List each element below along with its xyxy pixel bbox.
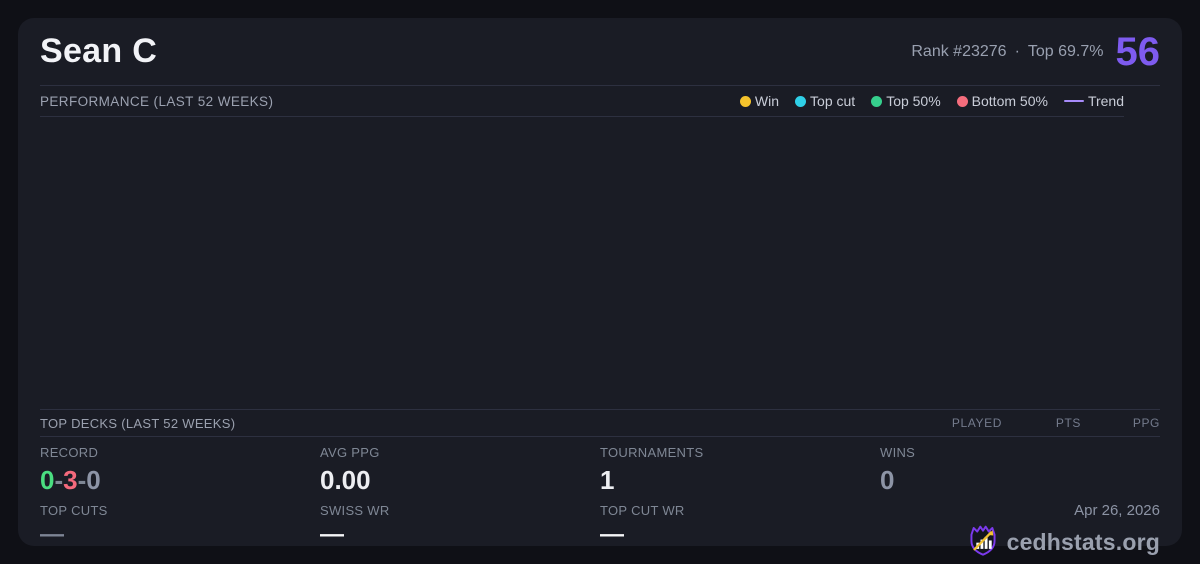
legend-item-bottom-50: Bottom 50%	[956, 93, 1048, 109]
record-separator: -	[77, 465, 87, 495]
swiss-wr-label: SWISS WR	[320, 503, 390, 518]
column-header-played: PLAYED	[951, 416, 1002, 430]
top-cut-wr-label: TOP CUT WR	[600, 503, 685, 518]
wins-value: 0	[880, 465, 895, 495]
top-cut-dot-icon	[795, 95, 807, 107]
legend-label-trend: Trend	[1087, 93, 1124, 109]
stat-record: RECORD 0-3-0	[40, 445, 320, 495]
card-header: Sean C Rank #23276 · Top 69.7% 56	[40, 18, 1160, 86]
tournaments-value: 1	[600, 465, 615, 495]
top-decks-column-headers: PLAYED PTS PPG	[923, 416, 1160, 430]
record-label: RECORD	[40, 445, 99, 460]
avg-ppg-label: AVG PPG	[320, 445, 380, 460]
column-header-pts: PTS	[1055, 416, 1081, 430]
legend-item-trend: Trend	[1063, 93, 1124, 109]
branding-block: Apr 26, 2026 cedhstats.org	[880, 495, 1160, 562]
performance-section-header: PERFORMANCE (LAST 52 WEEKS) Win Top cut …	[40, 86, 1124, 117]
win-dot-icon	[739, 95, 751, 107]
top-cuts-value: —	[40, 521, 64, 548]
performance-chart	[40, 117, 1160, 409]
chart-legend: Win Top cut Top 50% Bottom 50% Trend	[739, 93, 1124, 109]
stat-top-cut-wr: TOP CUT WR —	[600, 495, 880, 562]
stats-summary: RECORD 0-3-0 AVG PPG 0.00 TOURNAMENTS 1 …	[40, 437, 1160, 562]
stat-top-cuts: TOP CUTS —	[40, 495, 320, 562]
brand-link[interactable]: cedhstats.org	[880, 523, 1160, 562]
stat-avg-ppg: AVG PPG 0.00	[320, 445, 600, 495]
swiss-wr-value: —	[320, 521, 344, 548]
record-losses: 3	[63, 465, 78, 495]
top-50-dot-icon	[871, 95, 883, 107]
record-wins: 0	[40, 465, 55, 495]
rank-line: Rank #23276 · Top 69.7%	[911, 43, 1103, 61]
player-name: Sean C	[40, 32, 158, 70]
rank-dot-separator: ·	[1014, 42, 1020, 60]
avg-ppg-value: 0.00	[320, 465, 371, 495]
legend-item-top-50: Top 50%	[871, 93, 941, 109]
performance-section-title: PERFORMANCE (LAST 52 WEEKS)	[40, 93, 274, 109]
top-cut-wr-value: —	[600, 521, 624, 548]
rank-text: Rank #23276	[911, 42, 1007, 60]
stat-swiss-wr: SWISS WR —	[320, 495, 600, 562]
stat-wins: WINS 0	[880, 445, 1160, 495]
tournaments-label: TOURNAMENTS	[600, 445, 704, 460]
legend-label-top-50: Top 50%	[886, 93, 941, 109]
record-draws: 0	[86, 465, 101, 495]
stat-tournaments: TOURNAMENTS 1	[600, 445, 880, 495]
top-decks-section-header: TOP DECKS (LAST 52 WEEKS) PLAYED PTS PPG	[40, 409, 1160, 437]
card-date: Apr 26, 2026	[1074, 502, 1160, 519]
legend-item-top-cut: Top cut	[795, 93, 855, 109]
bottom-50-dot-icon	[956, 95, 968, 107]
wins-label: WINS	[880, 445, 916, 460]
record-value: 0-3-0	[40, 465, 320, 495]
cedhstats-logo-icon	[967, 523, 999, 562]
trend-line-icon	[1063, 99, 1084, 103]
rank-summary: Rank #23276 · Top 69.7% 56	[911, 32, 1160, 72]
brand-wordmark: cedhstats.org	[1006, 529, 1160, 555]
column-header-ppg: PPG	[1132, 416, 1160, 430]
player-score: 56	[1115, 29, 1161, 74]
legend-label-win: Win	[754, 93, 780, 109]
record-separator: -	[54, 465, 64, 495]
percentile-text: Top 69.7%	[1027, 42, 1104, 60]
player-stats-card: Sean C Rank #23276 · Top 69.7% 56 PERFOR…	[18, 18, 1182, 556]
top-decks-section-title: TOP DECKS (LAST 52 WEEKS)	[40, 415, 236, 431]
legend-item-win: Win	[739, 93, 780, 109]
legend-label-bottom-50: Bottom 50%	[971, 93, 1048, 109]
top-cuts-label: TOP CUTS	[40, 503, 108, 518]
legend-label-top-cut: Top cut	[810, 93, 856, 109]
